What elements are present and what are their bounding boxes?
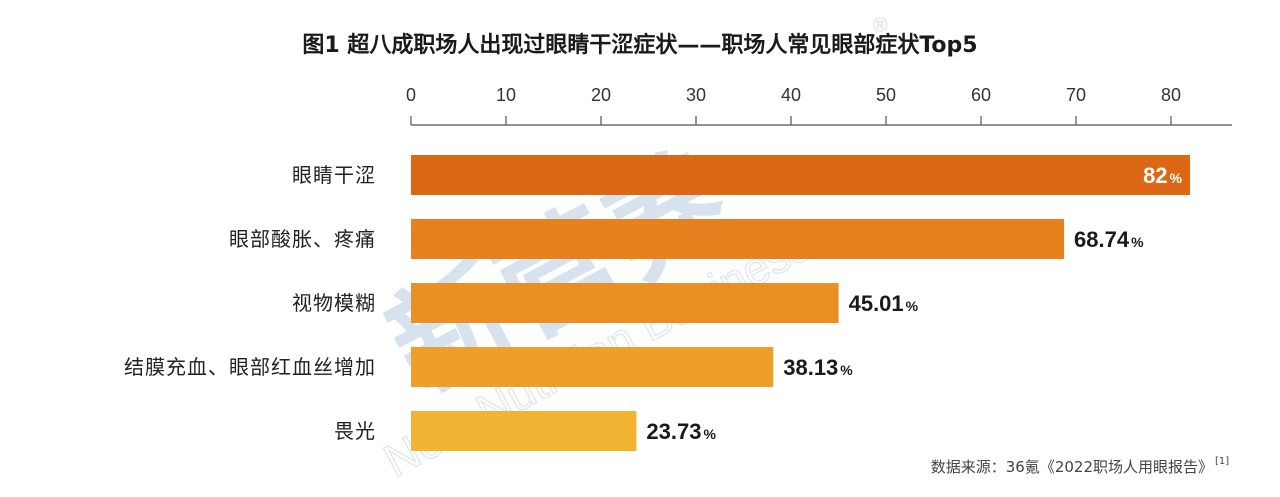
- x-tick-label: 10: [496, 85, 516, 105]
- x-tick-label: 70: [1066, 85, 1086, 105]
- value-label: 38.13%: [783, 355, 853, 380]
- watermark-registered-mark: ®: [873, 15, 888, 37]
- x-axis: 0 10 20 30 40 50 60 70 80: [406, 85, 1232, 126]
- bar-series: [411, 155, 1190, 451]
- x-tick-label: 60: [971, 85, 991, 105]
- value-label: 82%: [1143, 163, 1182, 188]
- source-note: 数据来源：36氪《2022职场人用眼报告》 [1]: [931, 456, 1230, 476]
- source-reference: [1]: [1215, 456, 1229, 467]
- bar: [411, 283, 839, 323]
- source-text: 数据来源：36氪《2022职场人用眼报告》: [931, 458, 1213, 476]
- category-label: 视物模糊: [292, 291, 376, 315]
- bar: [411, 411, 637, 451]
- x-tick-label: 50: [876, 85, 896, 105]
- value-label: 45.01%: [849, 291, 919, 316]
- x-tick-label: 0: [406, 85, 416, 105]
- bar: [411, 155, 1190, 195]
- x-tick-label: 80: [1161, 85, 1181, 105]
- value-label: 23.73%: [646, 419, 716, 444]
- category-label: 结膜充血、眼部红血丝增加: [124, 355, 376, 379]
- chart-title: 图1 超八成职场人出现过眼睛干涩症状——职场人常见眼部症状Top5: [302, 32, 977, 58]
- category-label: 眼部酸胀、疼痛: [229, 227, 376, 251]
- value-labels: 82 % 68.74 % 45.01 % 38.13 % 23.73%: [646, 163, 1182, 444]
- value-label: 68.74%: [1074, 227, 1144, 252]
- x-tick-label: 40: [781, 85, 801, 105]
- x-tick-label: 30: [686, 85, 706, 105]
- x-tick-label: 20: [591, 85, 611, 105]
- bar: [411, 219, 1065, 259]
- category-label: 眼睛干涩: [292, 163, 376, 187]
- category-label: 畏光: [334, 419, 376, 443]
- bar: [411, 347, 774, 387]
